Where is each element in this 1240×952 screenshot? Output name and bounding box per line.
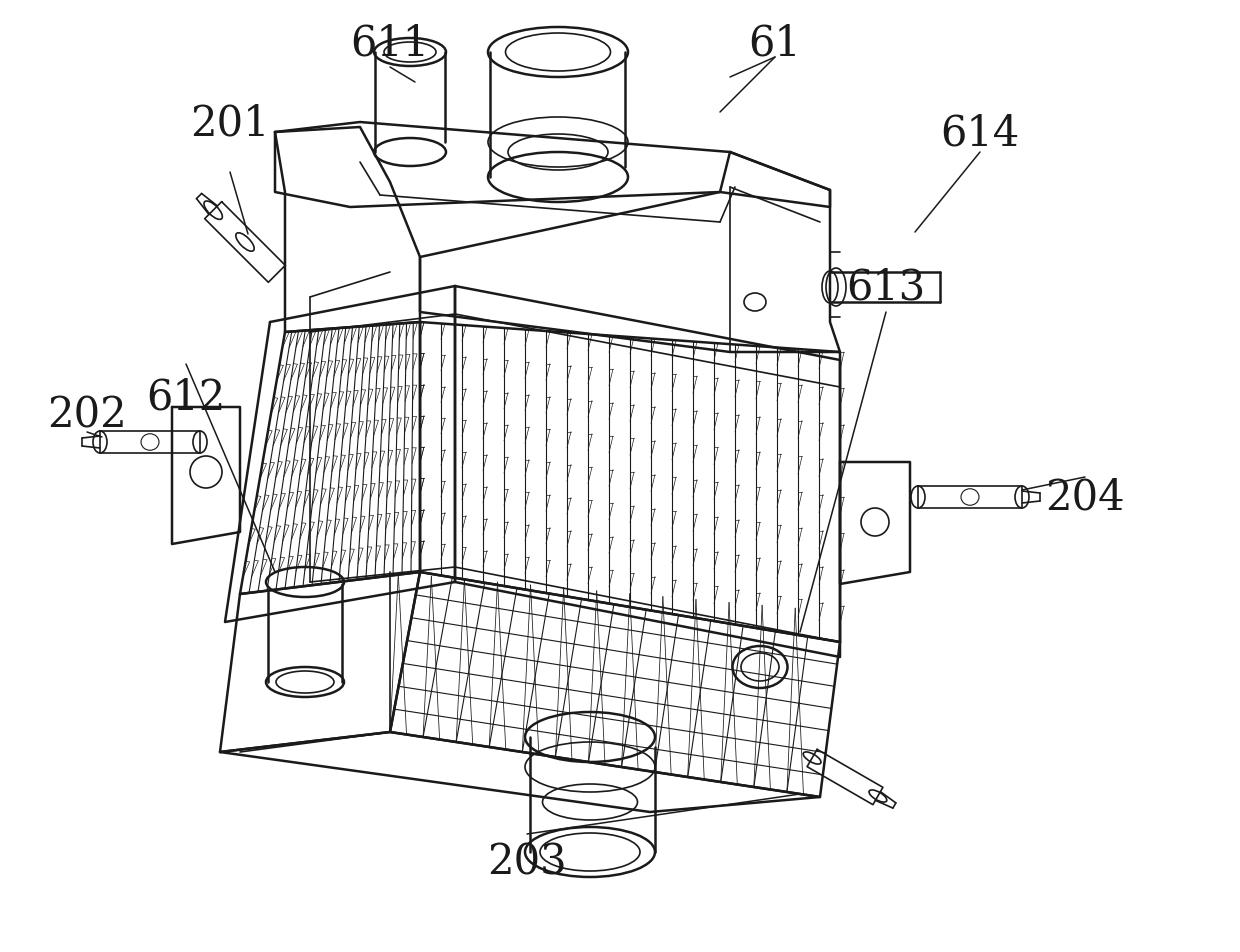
Text: 202: 202 <box>47 393 126 436</box>
Text: 612: 612 <box>146 377 226 419</box>
Text: 614: 614 <box>940 112 1019 154</box>
Text: 201: 201 <box>190 102 270 144</box>
Text: 613: 613 <box>847 267 925 308</box>
Text: 204: 204 <box>1045 477 1125 519</box>
Text: 611: 611 <box>351 22 429 64</box>
Text: 61: 61 <box>749 22 801 64</box>
Text: 203: 203 <box>487 842 567 883</box>
